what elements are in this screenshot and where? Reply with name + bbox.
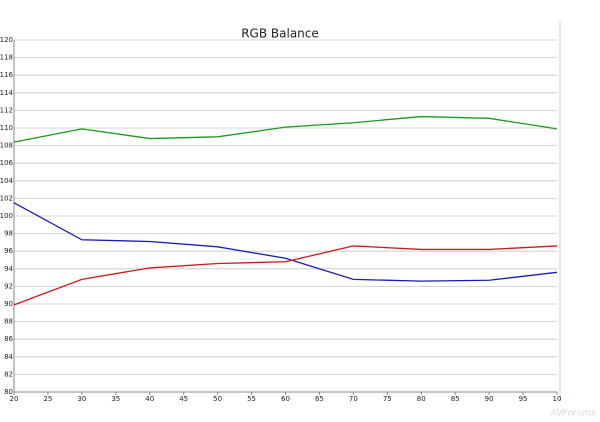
- y-tick-label: 86: [4, 335, 13, 343]
- y-tick-label: 104: [0, 177, 14, 185]
- y-tick-label: 84: [4, 353, 13, 361]
- y-tick-label: 80: [4, 388, 13, 396]
- y-tick-label: 96: [4, 247, 13, 255]
- y-tick-label: 118: [0, 54, 13, 62]
- x-tick-label: 50: [213, 395, 222, 403]
- y-tick-label: 90: [4, 300, 13, 308]
- y-tick-label: 88: [4, 318, 13, 326]
- y-tick-label: 82: [4, 370, 13, 378]
- y-tick-label: 110: [0, 124, 13, 132]
- x-tick-label: 45: [179, 395, 188, 403]
- series-line: [13, 115, 558, 143]
- y-tick-label: 100: [0, 212, 13, 220]
- y-tick-label: 98: [4, 230, 13, 238]
- watermark: AVForums: [550, 409, 597, 419]
- y-tick-label: 112: [0, 106, 13, 114]
- x-tick-label: 30: [77, 395, 86, 403]
- y-tick-label: 120: [0, 36, 13, 44]
- chart-title: RGB Balance: [241, 27, 319, 41]
- y-tick-label: 108: [0, 142, 13, 150]
- y-tick-label: 102: [0, 194, 13, 202]
- y-tick-label: 116: [0, 71, 14, 79]
- y-tick-label: 94: [4, 265, 13, 273]
- y-tick-label: 114: [0, 89, 14, 97]
- x-tick-label: 95: [519, 395, 528, 403]
- series-line: [13, 202, 558, 282]
- x-tick-label: 70: [349, 395, 358, 403]
- x-tick-label: 75: [383, 395, 392, 403]
- series-line: [13, 245, 558, 306]
- x-tick-label: 65: [315, 395, 324, 403]
- x-tick-label: 90: [485, 395, 494, 403]
- x-tick-label: 25: [43, 395, 52, 403]
- x-tick-label: 55: [247, 395, 256, 403]
- y-tick-label: 106: [0, 159, 14, 167]
- x-tick-label: 85: [451, 395, 460, 403]
- x-tick-label: 10: [553, 395, 562, 403]
- x-tick-label: 35: [111, 395, 120, 403]
- y-tick-label: 92: [4, 282, 13, 290]
- x-tick-label: 60: [281, 395, 290, 403]
- x-tick-label: 40: [145, 395, 154, 403]
- x-tick-label: 80: [417, 395, 426, 403]
- x-tick-label: 20: [10, 395, 19, 403]
